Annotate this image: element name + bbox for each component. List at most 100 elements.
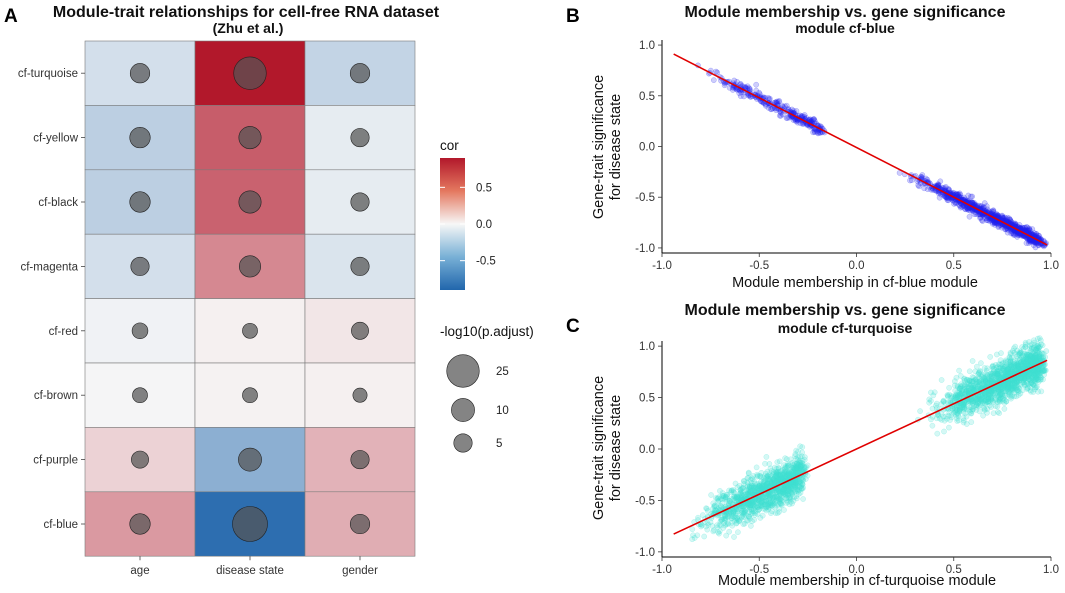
scatter-point	[811, 118, 818, 124]
scatter-point	[954, 394, 960, 400]
regression-line	[673, 359, 1048, 535]
x-tick-label: 1.0	[1043, 260, 1059, 272]
scatter-point	[937, 178, 944, 185]
scatter-b-points	[673, 53, 1050, 251]
scatter-b-ylabel: Gene-trait significance	[591, 75, 607, 219]
scatter-point	[810, 129, 816, 136]
scatter-point	[808, 117, 815, 124]
scatter-point	[944, 415, 950, 422]
heatmap-point	[132, 387, 148, 404]
scatter-point	[929, 422, 936, 429]
scatter-point	[916, 183, 922, 190]
scatter-point	[815, 129, 822, 136]
scatter-point	[762, 460, 768, 467]
scatter-point	[791, 462, 797, 469]
heatmap-title: Module-trait relationships for cell-free…	[53, 4, 440, 21]
scatter-point	[800, 121, 806, 128]
heatmap-col-label: gender	[342, 565, 378, 577]
scatter-point	[737, 81, 744, 87]
scatter-point	[783, 102, 790, 109]
scatter-point	[734, 514, 740, 521]
scatter-point	[996, 410, 1003, 417]
scatter-point	[720, 525, 727, 531]
scatter-point	[1012, 232, 1018, 238]
scatter-point	[810, 116, 817, 123]
heatmap-subtitle: (Zhu et al.)	[213, 20, 284, 36]
heatmap-point	[242, 387, 258, 404]
scatter-point	[726, 487, 732, 494]
scatter-point	[782, 455, 788, 462]
scatter-point	[785, 106, 792, 112]
scatter-point	[784, 468, 790, 475]
scatter-point	[744, 83, 751, 90]
scatter-point	[964, 205, 970, 211]
scatter-point	[774, 100, 781, 107]
x-tick-label: 0.5	[946, 260, 962, 272]
scatter-point	[704, 520, 711, 526]
scatter-point	[785, 483, 792, 490]
scatter-point	[1023, 357, 1030, 364]
scatter-point	[988, 373, 995, 379]
scatter-point	[1010, 230, 1016, 237]
scatter-point	[1003, 388, 1009, 395]
scatter-point	[1021, 224, 1028, 231]
scatter-point	[1000, 214, 1007, 221]
scatter-point	[962, 206, 969, 213]
scatter-point	[728, 515, 735, 522]
scatter-point	[810, 116, 817, 122]
y-tick-label: 0.0	[639, 142, 655, 154]
scatter-point	[1025, 227, 1031, 234]
scatter-point	[924, 176, 931, 183]
x-tick-label: -1.0	[652, 564, 672, 576]
scatter-point	[967, 207, 974, 214]
scatter-point	[995, 212, 1002, 219]
scatter-point	[1001, 400, 1008, 406]
scatter-point	[1001, 214, 1008, 221]
scatter-point	[1010, 230, 1017, 237]
size-legend-circle	[451, 398, 475, 422]
scatter-point	[928, 186, 934, 193]
heatmap-row-label: cf-blue	[43, 519, 78, 531]
scatter-point	[733, 506, 739, 512]
scatter-point	[704, 505, 710, 512]
scatter-point	[954, 199, 960, 206]
scatter-point	[935, 182, 942, 189]
scatter-point	[746, 489, 753, 496]
scatter-point	[1002, 226, 1009, 233]
scatter-point	[922, 175, 929, 182]
scatter-point	[1014, 387, 1021, 393]
scatter-point	[742, 83, 748, 90]
size-legend-label: 25	[496, 366, 509, 378]
scatter-point	[1016, 231, 1022, 238]
scatter-point	[962, 196, 968, 203]
scatter-point	[1017, 356, 1023, 363]
scatter-point	[972, 201, 979, 208]
scatter-point	[1012, 221, 1019, 228]
color-legend-tick-label: -0.5	[476, 256, 496, 268]
scatter-point	[1027, 227, 1033, 234]
scatter-point	[769, 105, 776, 112]
heatmap-cell	[194, 298, 306, 364]
scatter-point	[1003, 225, 1010, 232]
scatter-point	[756, 89, 763, 96]
scatter-point	[1024, 228, 1031, 234]
scatter-point	[1029, 356, 1036, 363]
scatter-point	[1030, 242, 1037, 249]
scatter-point	[736, 90, 743, 97]
scatter-point	[951, 378, 958, 385]
scatter-point	[701, 533, 708, 540]
scatter-point	[708, 492, 714, 498]
scatter-point	[783, 115, 790, 122]
scatter-point	[976, 202, 982, 209]
heatmap-point	[129, 191, 151, 213]
y-tick-label: -0.5	[635, 495, 655, 507]
scatter-point	[952, 200, 959, 207]
scatter-point	[992, 219, 998, 226]
scatter-point	[766, 96, 773, 103]
heatmap-point	[131, 450, 149, 469]
scatter-point	[768, 106, 775, 112]
scatter-point	[713, 68, 719, 75]
scatter-point	[1008, 218, 1014, 225]
scatter-point	[992, 362, 999, 368]
scatter-point	[943, 194, 949, 201]
